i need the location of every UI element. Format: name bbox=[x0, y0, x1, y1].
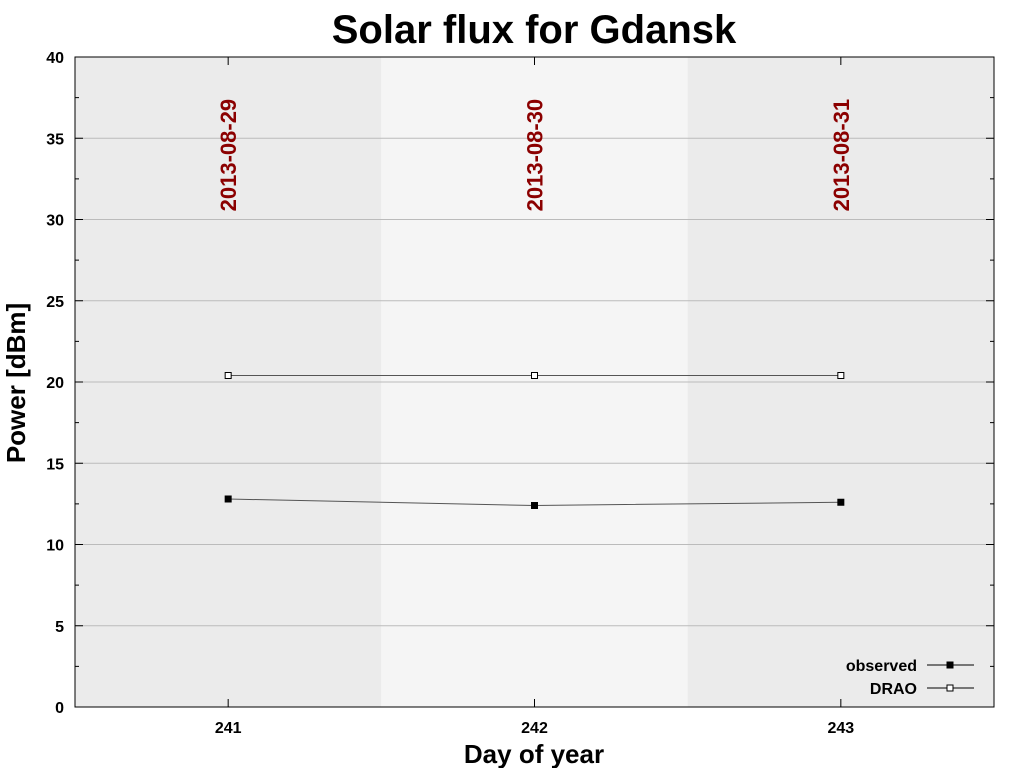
y-tick-label: 20 bbox=[46, 375, 64, 392]
date-label: 2013-08-31 bbox=[829, 99, 854, 212]
series-drao bbox=[224, 372, 845, 379]
y-tick-label: 40 bbox=[46, 50, 64, 67]
axis-ticks bbox=[75, 56, 994, 708]
y-tick-label: 35 bbox=[46, 131, 64, 148]
legend-marker bbox=[946, 661, 954, 669]
grid-lines bbox=[75, 137, 994, 627]
data-point bbox=[224, 495, 232, 503]
date-label: 2013-08-30 bbox=[523, 99, 548, 212]
x-tick-label: 243 bbox=[827, 720, 854, 737]
y-tick-label: 30 bbox=[46, 213, 64, 230]
data-point bbox=[531, 372, 538, 379]
series-observed bbox=[224, 495, 845, 509]
x-axis-label: Day of year bbox=[464, 739, 604, 768]
y-tick-label: 0 bbox=[55, 700, 64, 717]
chart-title: Solar flux for Gdansk bbox=[332, 8, 737, 52]
x-tick-label: 241 bbox=[215, 720, 242, 737]
data-point bbox=[224, 372, 232, 379]
tick-labels: 0 5 10 15 20 25 30 35 40 241 242 243 bbox=[46, 50, 854, 737]
date-labels: 2013-08-29 2013-08-30 2013-08-31 bbox=[216, 99, 854, 212]
date-label: 2013-08-29 bbox=[216, 99, 241, 212]
series-group bbox=[224, 372, 845, 509]
y-axis-label: Power [dBm] bbox=[1, 303, 31, 463]
legend: observed DRAO bbox=[846, 658, 974, 698]
x-tick-label: 242 bbox=[521, 720, 548, 737]
y-tick-label: 15 bbox=[46, 456, 64, 473]
y-tick-label: 5 bbox=[55, 619, 64, 636]
legend-label: DRAO bbox=[870, 681, 917, 698]
data-point bbox=[837, 498, 845, 506]
data-point bbox=[531, 502, 538, 509]
legend-label: observed bbox=[846, 658, 917, 675]
y-tick-label: 25 bbox=[46, 294, 64, 311]
data-point bbox=[837, 372, 845, 379]
y-tick-label: 10 bbox=[46, 538, 64, 555]
legend-marker bbox=[946, 684, 954, 692]
